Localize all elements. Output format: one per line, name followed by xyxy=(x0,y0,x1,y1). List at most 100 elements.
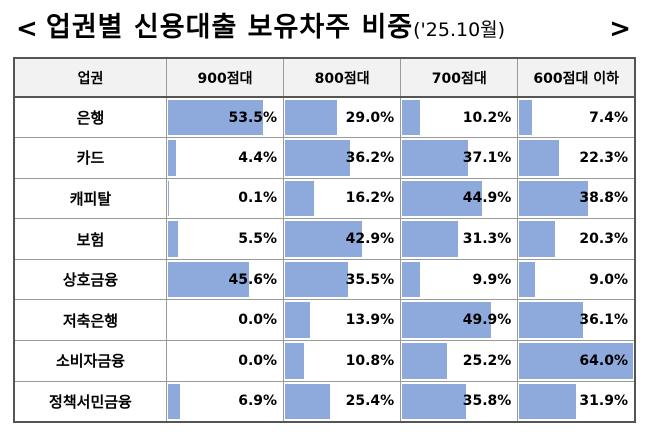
data-bar xyxy=(402,100,421,136)
title-date: ('25.10월) xyxy=(413,19,506,41)
data-bar xyxy=(167,261,250,298)
value-label: 16.2% xyxy=(345,190,395,207)
value-cell: 36.1% xyxy=(517,299,636,342)
table-row: 카드 4.4% 36.2% 37.1% 22.3% xyxy=(13,137,636,179)
value-cell: 0.0% xyxy=(165,299,285,342)
data-bar xyxy=(402,261,420,298)
data-bar xyxy=(402,302,492,339)
data-bar xyxy=(285,100,337,136)
sector-cell: 상호금융 xyxy=(13,258,167,301)
value-cell: 31.9% xyxy=(517,380,636,423)
sector-cell: 캐피탈 xyxy=(13,177,167,220)
header-row: 업권 900점대 800점대 700점대 600점대 이하 xyxy=(13,57,636,98)
value-cell: 6.9% xyxy=(165,380,285,423)
sector-cell: 정책서민금융 xyxy=(13,380,167,423)
value-label: 64.0% xyxy=(579,352,628,369)
value-cell: 16.2% xyxy=(283,177,402,220)
sector-cell: 카드 xyxy=(13,137,167,179)
sector-cell: 은행 xyxy=(13,96,167,139)
value-cell: 45.6% xyxy=(165,258,285,301)
value-label: 36.2% xyxy=(345,149,395,166)
data-bar xyxy=(519,140,559,176)
data-bar xyxy=(519,100,533,136)
value-cell: 22.3% xyxy=(517,137,636,179)
value-cell: 0.0% xyxy=(165,340,285,382)
value-cell: 37.1% xyxy=(400,137,519,179)
value-label: 0.1% xyxy=(238,190,278,207)
table-row: 상호금융 45.6% 35.5% 9.9% 9.0% xyxy=(13,258,636,301)
value-cell: 53.5% xyxy=(165,96,285,139)
value-label: 10.2% xyxy=(462,109,512,126)
value-cell: 29.0% xyxy=(283,96,402,139)
data-bar xyxy=(519,180,589,217)
value-label: 35.8% xyxy=(462,393,512,410)
table-row: 보험 5.5% 42.9% 31.3% 20.3% xyxy=(13,218,636,260)
value-label: 9.0% xyxy=(589,271,628,288)
header-sector: 업권 xyxy=(13,57,167,98)
value-label: 13.9% xyxy=(345,312,395,329)
value-cell: 64.0% xyxy=(517,340,636,382)
value-label: 22.3% xyxy=(579,149,628,166)
value-cell: 35.8% xyxy=(400,380,519,423)
value-label: 0.0% xyxy=(238,352,278,369)
data-bar xyxy=(519,383,576,419)
table-row: 소비자금융 0.0% 10.8% 25.2% 64.0% xyxy=(13,340,636,382)
table-row: 캐피탈 0.1% 16.2% 44.9% 38.8% xyxy=(13,177,636,220)
value-label: 25.4% xyxy=(345,393,395,410)
title-text: 업권별 신용대출 보유차주 비중('25.10월) xyxy=(46,12,505,46)
value-label: 49.9% xyxy=(462,312,512,329)
page-title: < 업권별 신용대출 보유차주 비중('25.10월) > xyxy=(0,10,645,50)
value-cell: 9.0% xyxy=(517,258,636,301)
value-label: 6.9% xyxy=(238,393,278,410)
value-label: 20.3% xyxy=(579,231,628,248)
value-cell: 20.3% xyxy=(517,218,636,260)
title-right-bracket: > xyxy=(609,14,631,44)
sector-cell: 소비자금융 xyxy=(13,340,167,382)
data-bar xyxy=(285,261,349,298)
title-main: 업권별 신용대출 보유차주 비중 xyxy=(46,12,414,43)
data-bar xyxy=(285,140,350,176)
data-bar xyxy=(519,302,584,339)
data-bar xyxy=(285,343,305,379)
value-cell: 10.2% xyxy=(400,96,519,139)
value-label: 31.3% xyxy=(462,231,512,248)
data-bar xyxy=(519,343,633,379)
value-label: 7.4% xyxy=(589,109,628,126)
value-cell: 31.3% xyxy=(400,218,519,260)
value-cell: 13.9% xyxy=(283,299,402,342)
value-cell: 36.2% xyxy=(283,137,402,179)
value-label: 36.1% xyxy=(579,312,628,329)
sector-cell: 저축은행 xyxy=(13,299,167,342)
value-label: 44.9% xyxy=(462,190,512,207)
value-label: 37.1% xyxy=(462,149,512,166)
value-label: 31.9% xyxy=(579,393,628,410)
data-bar xyxy=(402,383,467,419)
value-label: 45.6% xyxy=(228,271,278,288)
data-bar xyxy=(167,383,181,419)
header-700: 700점대 xyxy=(400,57,519,98)
value-label: 35.5% xyxy=(345,271,395,288)
value-label: 9.9% xyxy=(472,271,512,288)
value-cell: 35.5% xyxy=(283,258,402,301)
value-cell: 0.1% xyxy=(165,177,285,220)
table-row: 저축은행 0.0% 13.9% 49.9% 36.1% xyxy=(13,299,636,342)
table-row: 정책서민금융 6.9% 25.4% 35.8% 31.9% xyxy=(13,380,636,423)
value-cell: 4.4% xyxy=(165,137,285,179)
data-bar xyxy=(519,261,536,298)
value-label: 0.0% xyxy=(238,312,278,329)
data-bar xyxy=(285,180,314,217)
value-label: 42.9% xyxy=(345,231,395,248)
data-bar xyxy=(519,221,556,257)
data-bar xyxy=(402,221,458,257)
value-cell: 49.9% xyxy=(400,299,519,342)
value-label: 5.5% xyxy=(238,231,278,248)
value-cell: 9.9% xyxy=(400,258,519,301)
value-label: 38.8% xyxy=(579,190,628,207)
value-cell: 7.4% xyxy=(517,96,636,139)
value-label: 25.2% xyxy=(462,352,512,369)
data-bar xyxy=(285,221,362,257)
value-label: 10.8% xyxy=(345,352,395,369)
sector-cell: 보험 xyxy=(13,218,167,260)
data-bar xyxy=(167,140,176,176)
value-cell: 25.4% xyxy=(283,380,402,423)
